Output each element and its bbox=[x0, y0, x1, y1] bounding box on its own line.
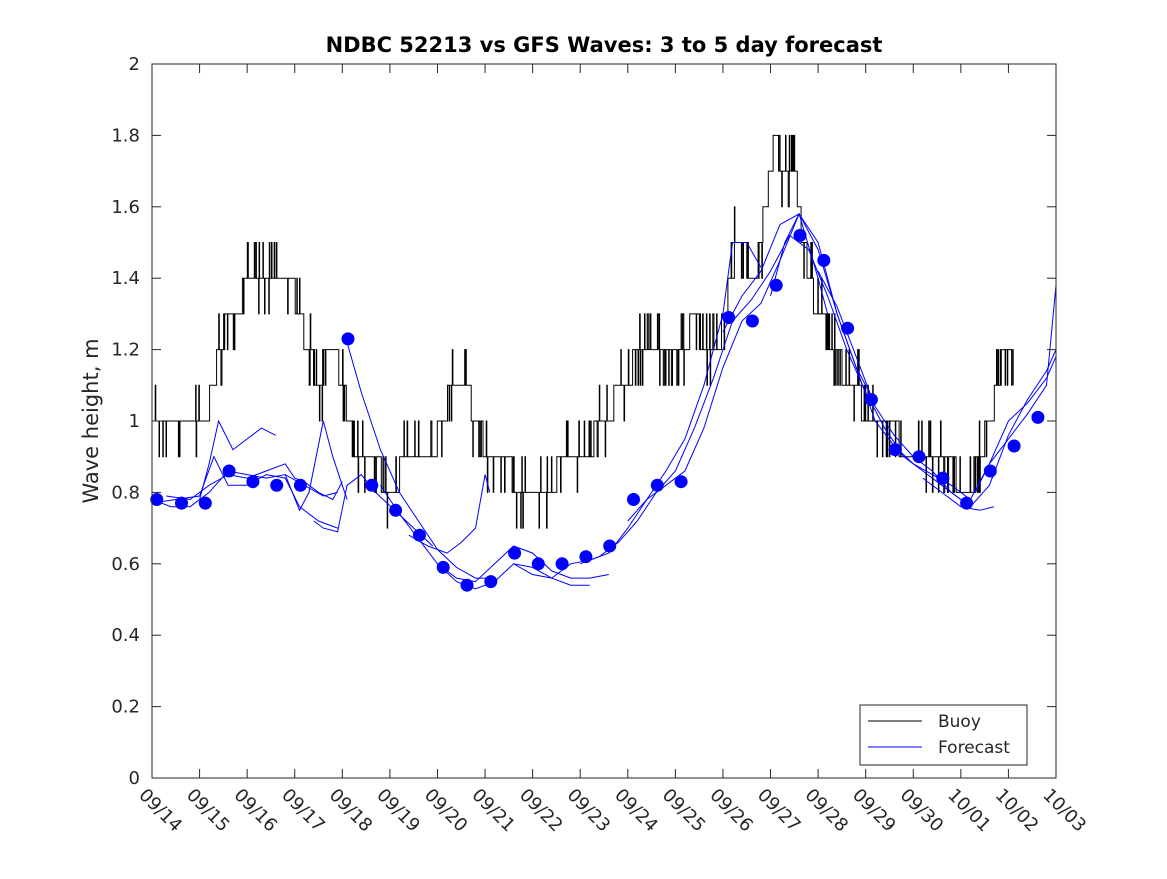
forecast-dot bbox=[1007, 439, 1021, 453]
forecast-dot bbox=[769, 278, 783, 292]
y-tick-label: 0.8 bbox=[111, 482, 140, 503]
y-tick-label: 1.4 bbox=[111, 268, 140, 289]
legend-forecast-label: Forecast bbox=[938, 738, 1010, 758]
forecast-dot bbox=[531, 557, 545, 571]
forecast-dot bbox=[246, 475, 260, 489]
legend-buoy-label: Buoy bbox=[938, 712, 981, 732]
forecast-dot bbox=[341, 332, 355, 346]
forecast-dot bbox=[508, 546, 522, 560]
forecast-trace-16 bbox=[922, 477, 995, 511]
forecast-dot bbox=[460, 578, 474, 592]
forecast-series bbox=[151, 212, 1057, 590]
forecast-trace-1 bbox=[151, 455, 338, 529]
y-tick-label: 0 bbox=[129, 768, 140, 789]
forecast-dot bbox=[912, 450, 926, 464]
forecast-dot bbox=[293, 478, 307, 492]
forecast-trace-14 bbox=[770, 212, 1057, 501]
y-tick-label: 0.6 bbox=[111, 554, 140, 575]
forecast-trace-5 bbox=[313, 473, 434, 547]
y-tick-label: 1.6 bbox=[111, 197, 140, 218]
forecast-dot bbox=[484, 575, 498, 589]
forecast-dot bbox=[555, 557, 569, 571]
forecast-trace-6 bbox=[346, 342, 495, 579]
y-tick-label: 1 bbox=[129, 411, 140, 432]
forecast-dot bbox=[412, 528, 426, 542]
chart-title: NDBC 52213 vs GFS Waves: 3 to 5 day fore… bbox=[326, 33, 883, 57]
forecast-dot bbox=[436, 560, 450, 574]
forecast-dot bbox=[365, 478, 379, 492]
forecast-dot bbox=[722, 311, 736, 324]
y-axis-label: Wave height, m bbox=[79, 338, 103, 503]
forecast-trace-3 bbox=[166, 463, 343, 501]
forecast-dot bbox=[936, 471, 950, 485]
forecast-dot bbox=[389, 503, 403, 517]
forecast-dot bbox=[841, 321, 855, 335]
forecast-dot bbox=[150, 493, 164, 506]
forecast-dot bbox=[270, 478, 284, 492]
buoy-line bbox=[152, 134, 1014, 529]
forecast-dot bbox=[888, 443, 902, 457]
y-tick-label: 0.2 bbox=[111, 697, 140, 718]
forecast-trace-8 bbox=[408, 474, 491, 554]
forecast-dot bbox=[864, 393, 878, 407]
forecast-dot bbox=[175, 496, 188, 510]
y-tick-label: 2 bbox=[129, 54, 140, 75]
forecast-dot bbox=[817, 253, 831, 267]
forecast-dot bbox=[983, 464, 997, 478]
forecast-dot bbox=[222, 464, 236, 478]
forecast-dot bbox=[1031, 410, 1045, 424]
forecast-dot bbox=[960, 496, 974, 510]
legend-box bbox=[859, 704, 1028, 766]
forecast-dot bbox=[674, 475, 688, 489]
forecast-trace-10 bbox=[513, 212, 876, 579]
legend: Buoy Forecast bbox=[859, 704, 1028, 766]
forecast-trace-4 bbox=[284, 420, 348, 512]
forecast-trace-2 bbox=[199, 419, 276, 500]
forecast-dot bbox=[650, 478, 664, 492]
forecast-dot bbox=[627, 493, 640, 506]
y-tick-label: 0.4 bbox=[111, 625, 140, 646]
forecast-dot bbox=[579, 550, 593, 564]
forecast-trace-13 bbox=[722, 213, 829, 333]
buoy-series bbox=[152, 134, 1014, 529]
y-tick-label: 1.2 bbox=[111, 340, 140, 361]
y-tick-label: 1.8 bbox=[111, 125, 140, 146]
forecast-dot bbox=[603, 539, 617, 553]
forecast-dot bbox=[793, 228, 807, 242]
forecast-dots bbox=[150, 228, 1045, 592]
forecast-dot bbox=[745, 314, 759, 328]
forecast-dot bbox=[198, 496, 212, 510]
